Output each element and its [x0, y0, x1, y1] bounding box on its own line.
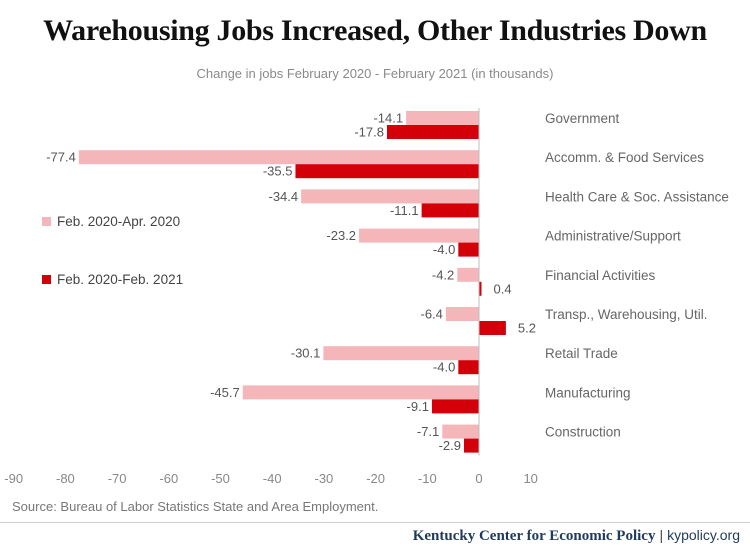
- data-label: -35.5: [263, 164, 293, 179]
- bar-feb-2021: [479, 321, 506, 335]
- x-tick-label: -20: [366, 471, 385, 486]
- category-label: Transp., Warehousing, Util.: [545, 307, 708, 322]
- footer: Kentucky Center for Economic Policy | kypo…: [413, 527, 740, 545]
- x-tick-label: -30: [315, 471, 334, 486]
- data-label: -7.1: [417, 424, 439, 439]
- legend-label: Feb. 2020-Apr. 2020: [57, 214, 180, 229]
- category-label: Government: [545, 111, 620, 126]
- footer-org: Kentucky Center for Economic Policy: [412, 528, 656, 544]
- category-label: Accomm. & Food Services: [545, 150, 704, 165]
- legend-swatch: [42, 217, 51, 226]
- data-label: -4.0: [433, 242, 455, 257]
- bar-apr-2020: [445, 307, 479, 321]
- category-label: Administrative/Support: [545, 229, 681, 244]
- data-label: -4.2: [432, 267, 454, 282]
- footer-separator: |: [659, 527, 664, 543]
- data-label: -34.4: [269, 189, 299, 204]
- source-note: Source: Bureau of Labor Statistics State…: [12, 499, 379, 514]
- data-label: -9.1: [407, 399, 429, 414]
- chart-subtitle: Change in jobs February 2020 - February …: [196, 66, 554, 81]
- x-tick-label: -60: [159, 471, 178, 486]
- x-tick-label: -80: [56, 471, 75, 486]
- x-tick-label: -50: [211, 471, 230, 486]
- footer-url[interactable]: kypolicy.org: [667, 527, 740, 543]
- data-label: 5.2: [518, 321, 536, 336]
- bar-feb-2021: [386, 125, 479, 139]
- bar-feb-2021: [458, 242, 479, 257]
- data-label: -6.4: [421, 307, 443, 322]
- bar-feb-2021: [295, 164, 479, 179]
- bar-apr-2020: [457, 267, 479, 282]
- x-tick-label: -40: [263, 471, 282, 486]
- bar-apr-2020: [323, 346, 479, 361]
- bar-feb-2021: [421, 203, 479, 218]
- data-label: 0.4: [494, 281, 512, 296]
- category-label: Manufacturing: [545, 385, 631, 400]
- bar-apr-2020: [442, 424, 479, 439]
- bar-feb-2021: [431, 399, 479, 414]
- bar-apr-2020: [242, 385, 479, 400]
- bar-apr-2020: [78, 150, 479, 165]
- x-tick-label: -90: [4, 471, 23, 486]
- data-label: -30.1: [291, 346, 321, 361]
- category-label: Financial Activities: [545, 268, 656, 283]
- chart-title: Warehousing Jobs Increased, Other Indust…: [43, 14, 707, 47]
- bar-chart: -14.1-17.8 Government -77.4 -35.5 Accomm. & …: [4, 108, 729, 486]
- legend-label: Feb. 2020-Feb. 2021: [57, 272, 183, 287]
- data-label: -11.1: [390, 203, 419, 218]
- bar-feb-2021: [464, 438, 479, 453]
- footer-divider: [0, 522, 750, 523]
- x-tick-label: 0: [475, 471, 482, 486]
- bar-feb-2021: [479, 281, 482, 296]
- bar-feb-2021: [458, 360, 479, 375]
- data-label: -14.1: [373, 111, 403, 126]
- legend-swatch: [42, 275, 51, 284]
- data-label: -23.2: [326, 228, 356, 243]
- x-tick-label: 10: [523, 471, 537, 486]
- data-label: -4.0: [433, 360, 455, 375]
- bar-apr-2020: [406, 111, 479, 125]
- data-label: -2.9: [439, 438, 461, 453]
- x-tick-label: -10: [418, 471, 437, 486]
- data-label: -45.7: [210, 385, 240, 400]
- category-label: Construction: [545, 425, 621, 440]
- data-label: -17.8: [354, 125, 384, 140]
- x-tick-label: -70: [108, 471, 127, 486]
- bar-apr-2020: [301, 189, 479, 204]
- data-label: -77.4: [46, 150, 76, 165]
- bar-apr-2020: [359, 228, 479, 243]
- category-label: Retail Trade: [545, 346, 618, 361]
- category-label: Health Care & Soc. Assistance: [545, 189, 729, 204]
